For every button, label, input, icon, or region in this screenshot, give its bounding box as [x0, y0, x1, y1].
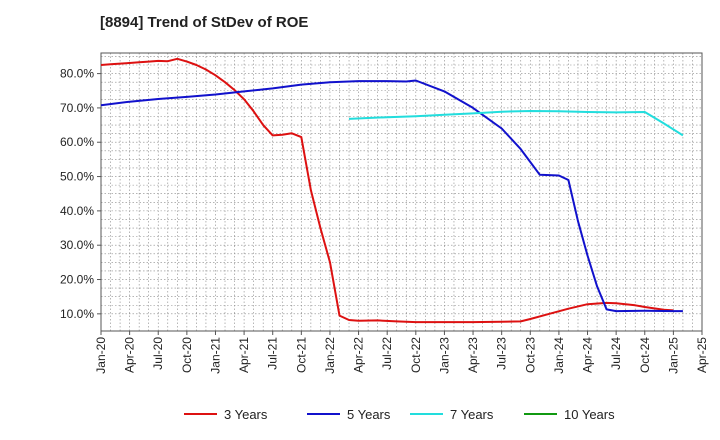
legend-label-5-years: 5 Years [347, 407, 391, 422]
y-tick-label: 80.0% [60, 67, 94, 81]
legend: 3 Years 5 Years 7 Years 10 Years [184, 407, 615, 422]
x-tick-label: Jul-21 [266, 337, 280, 370]
series-line-5-years [100, 79, 683, 313]
x-tick-label: Apr-24 [581, 337, 595, 373]
x-axis: Jan-20 Apr-20 Jul-20 Oct-20 Jan-21 Apr-21 Jul-… [94, 331, 709, 374]
x-tick-label: Apr-22 [352, 337, 366, 373]
x-tick-label: Oct-22 [409, 337, 423, 373]
y-tick-label: 70.0% [60, 101, 94, 115]
x-tick-label: Oct-23 [523, 337, 537, 373]
x-tick-label: Jan-20 [94, 337, 108, 374]
x-tick-label: Apr-20 [123, 337, 137, 373]
y-tick-label: 40.0% [60, 204, 94, 218]
x-tick-label: Jan-25 [666, 337, 680, 374]
y-tick-label: 60.0% [60, 135, 94, 149]
x-tick-label: Apr-23 [466, 337, 480, 373]
x-tick-label: Oct-24 [638, 337, 652, 373]
x-tick-label: Apr-25 [695, 337, 709, 373]
y-tick-label: 10.0% [60, 307, 94, 321]
chart-title: [8894] Trend of StDev of ROE [100, 14, 309, 31]
y-axis: 10.0% 20.0% 30.0% 40.0% 50.0% 60.0% 70.0% 80.0% [60, 67, 101, 321]
legend-label-7-years: 7 Years [450, 407, 494, 422]
x-tick-label: Jan-23 [437, 337, 451, 374]
x-tick-label: Oct-20 [180, 337, 194, 373]
x-tick-label: Jan-21 [208, 337, 222, 374]
y-tick-label: 20.0% [60, 273, 94, 287]
grid [101, 53, 702, 331]
legend-label-3-years: 3 Years [224, 407, 268, 422]
series-lines [100, 57, 684, 324]
series-line-7-years [348, 110, 684, 137]
x-tick-label: Oct-21 [294, 337, 308, 373]
x-tick-label: Jul-20 [151, 337, 165, 370]
y-tick-label: 30.0% [60, 238, 94, 252]
x-tick-label: Jan-22 [323, 337, 337, 374]
x-tick-label: Jul-24 [609, 337, 623, 370]
x-tick-label: Jul-23 [495, 337, 509, 370]
series-line-3-years [100, 57, 674, 324]
x-tick-label: Jan-24 [552, 337, 566, 374]
plot-area [100, 52, 703, 332]
y-tick-label: 50.0% [60, 170, 94, 184]
x-tick-label: Jul-22 [380, 337, 394, 370]
x-tick-label: Apr-21 [237, 337, 251, 373]
legend-label-10-years: 10 Years [564, 407, 615, 422]
